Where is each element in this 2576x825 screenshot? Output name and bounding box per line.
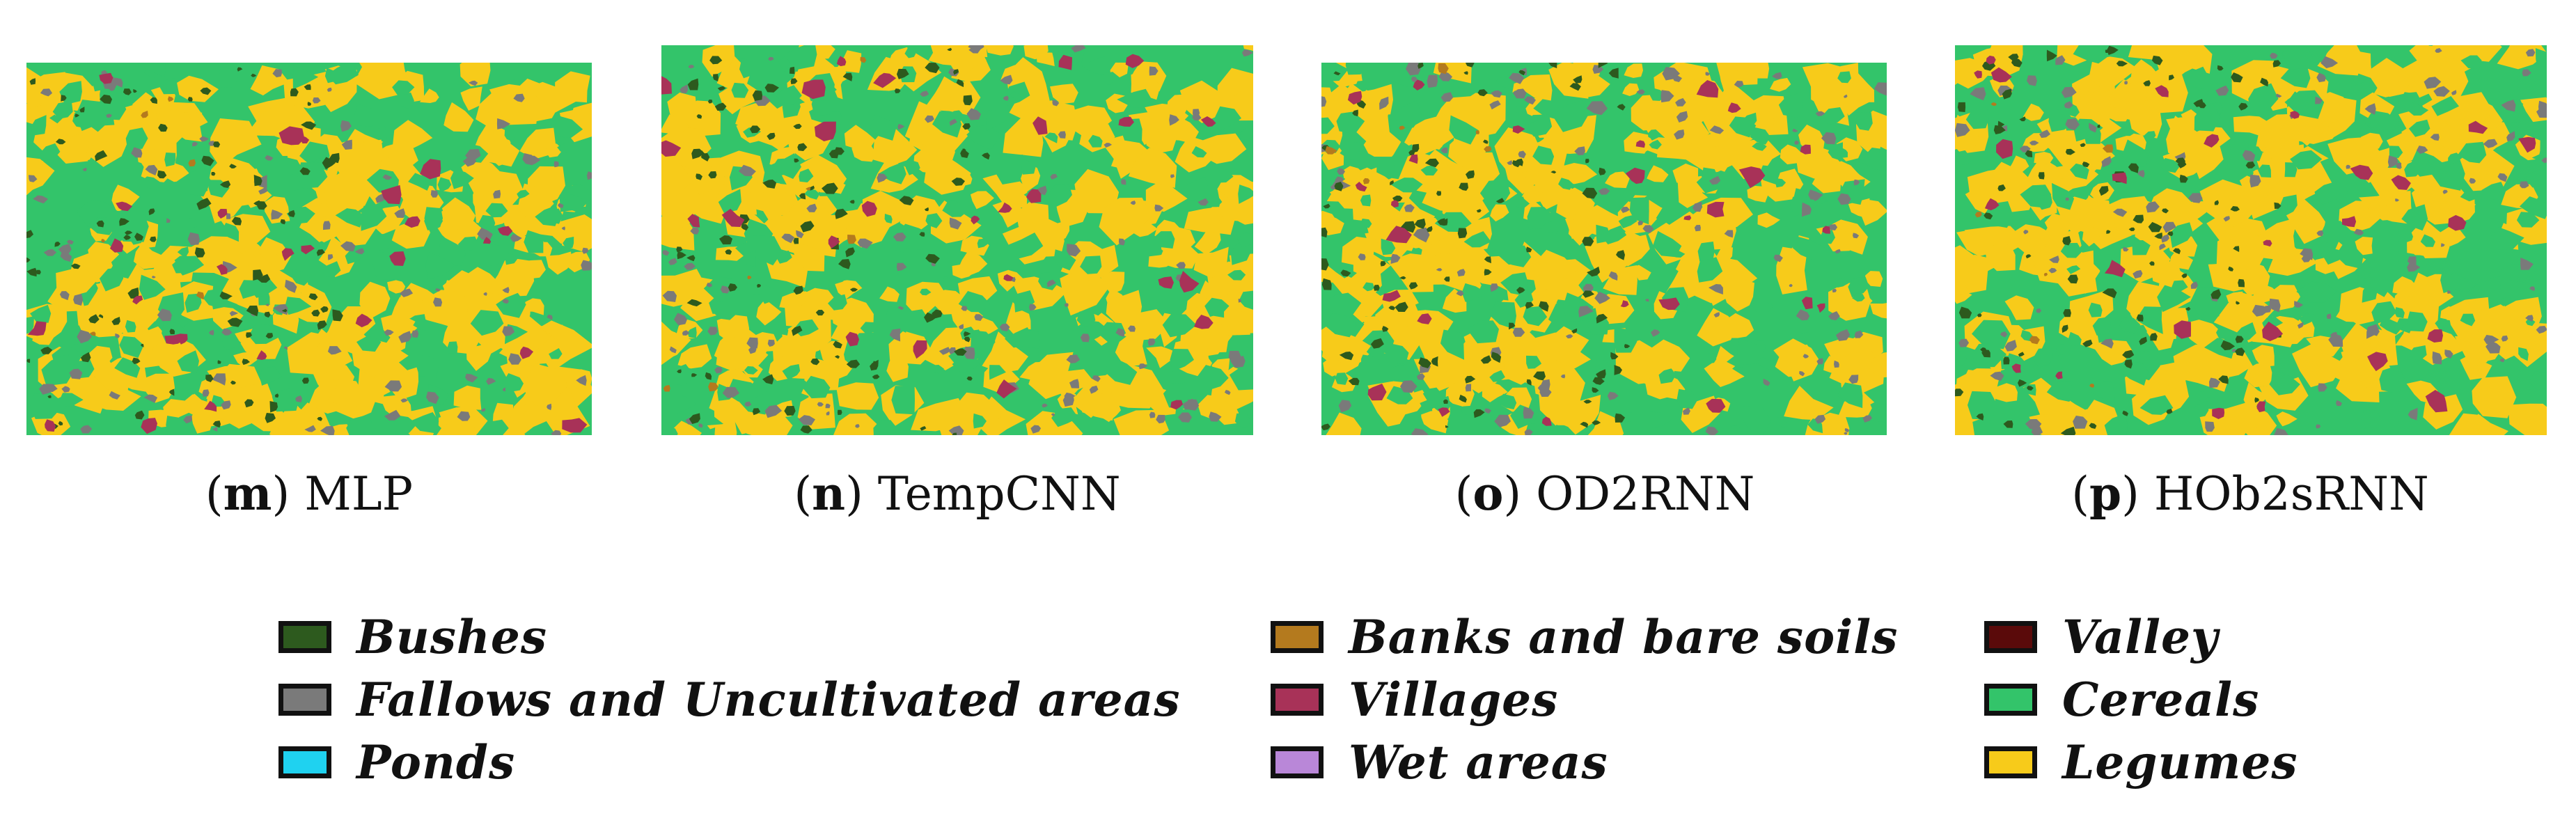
legend-swatch-fallows: [278, 684, 331, 716]
legend-swatch-legumes: [1984, 746, 2037, 778]
legend-label-banks: Banks and bare soils: [1349, 610, 1899, 664]
legend-swatch-cereals: [1984, 684, 2037, 716]
caption-o: (o) OD2RNN: [1454, 466, 1755, 521]
classification-map-od2rnn: [1321, 63, 1887, 435]
legend-label-bushes: Bushes: [356, 610, 548, 664]
legend-item-cereals: Cereals: [1984, 672, 2259, 728]
legend-item-wet-areas: Wet areas: [1271, 734, 1608, 790]
legend-swatch-villages: [1271, 684, 1324, 716]
legend-swatch-bushes: [278, 621, 331, 653]
caption-p: (p) HOb2sRNN: [2071, 466, 2429, 521]
legend-item-valley: Valley: [1984, 609, 2218, 665]
legend-label-valley: Valley: [2062, 610, 2219, 664]
legend-item-villages: Villages: [1271, 672, 1558, 728]
legend-swatch-ponds: [278, 746, 331, 778]
legend-item-ponds: Ponds: [278, 734, 515, 790]
legend-item-bushes: Bushes: [278, 609, 547, 665]
legend-item-banks: Banks and bare soils: [1271, 609, 1898, 665]
caption-m: (m) MLP: [205, 466, 414, 521]
legend-label-wet-areas: Wet areas: [1349, 735, 1608, 789]
legend-swatch-valley: [1984, 621, 2037, 653]
caption-n: (n) TempCNN: [794, 466, 1121, 521]
classification-map-hob2srnn: [1955, 45, 2547, 435]
legend-label-legumes: Legumes: [2062, 735, 2298, 789]
legend-item-legumes: Legumes: [1984, 734, 2298, 790]
classification-map-mlp: [26, 63, 592, 435]
legend-label-fallows: Fallows and Uncultivated areas: [356, 673, 1181, 727]
classification-map-tempcnn: [661, 45, 1253, 435]
legend-swatch-banks: [1271, 621, 1324, 653]
legend-label-ponds: Ponds: [356, 735, 516, 789]
legend-label-cereals: Cereals: [2062, 673, 2260, 727]
legend-swatch-wet-areas: [1271, 746, 1324, 778]
legend-item-fallows: Fallows and Uncultivated areas: [278, 672, 1181, 728]
legend-label-villages: Villages: [1349, 673, 1559, 727]
